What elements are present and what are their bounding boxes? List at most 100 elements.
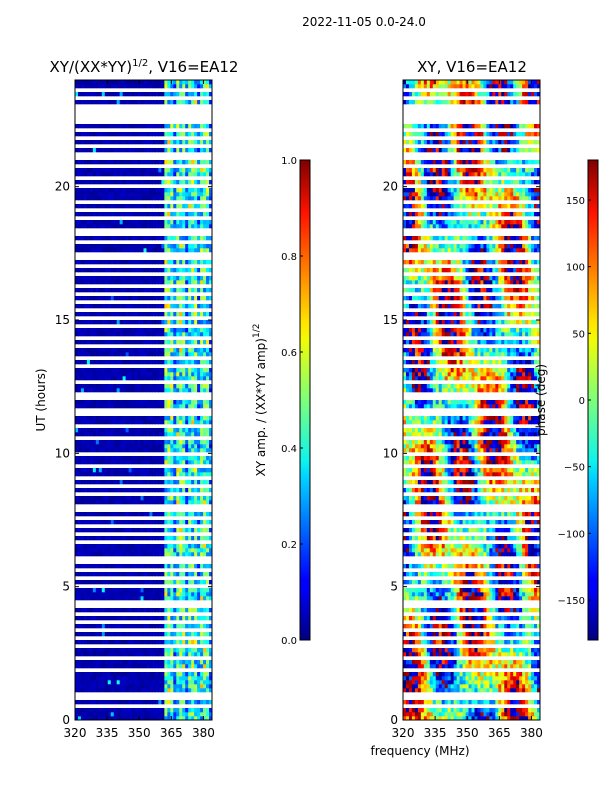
amplitude-cell [188,160,192,165]
amplitude-cell [119,188,124,193]
amplitude-cell [143,388,148,393]
amplitude-cell [119,432,124,437]
amplitude-cell [137,244,142,249]
phase-cell [537,716,540,720]
amplitude-cell [131,84,136,89]
amplitude-cell [185,580,189,585]
amplitude-cell [209,640,212,645]
amplitude-cell [152,192,157,197]
amplitude-cell [140,700,145,705]
amplitude-cell [203,348,207,353]
phase-cell [525,660,529,665]
phase-cell [510,652,514,657]
amplitude-cell [128,544,133,549]
phase-cell [423,648,428,653]
amplitude-cell [101,220,106,225]
amplitude-cell [140,456,145,461]
phase-cell [426,700,431,705]
phase-cell [414,632,419,637]
phase-cell [453,708,458,713]
amplitude-cell [83,700,88,705]
amplitude-cell [110,204,115,209]
amplitude-cell [95,652,100,657]
phase-cell [435,632,440,637]
amplitude-cell [176,440,180,445]
amplitude-cell [128,528,133,533]
amplitude-cell [194,400,198,405]
amplitude-cell [146,340,151,345]
amplitude-cell [161,220,165,225]
amplitude-cell [173,404,177,409]
amplitude-cell [116,196,121,201]
amplitude-cell [86,92,91,97]
amplitude-cell [206,288,210,293]
amplitude-cell [155,664,159,669]
amplitude-cell [80,564,85,569]
amplitude-cell [75,596,79,601]
phase-cell [444,616,449,621]
amplitude-cell [146,716,151,720]
amplitude-cell [194,448,198,453]
amplitude-cell [143,500,148,505]
phase-cell [495,680,499,685]
amplitude-cell [143,572,148,577]
amplitude-cell [104,448,109,453]
amplitude-cell [194,640,198,645]
amplitude-cell [203,180,207,185]
amplitude-cell [188,428,192,433]
amplitude-cell [137,680,142,685]
amplitude-cell [191,652,195,657]
amplitude-cell [110,496,115,501]
amplitude-cell [167,296,171,301]
amplitude-cell [92,416,97,421]
amplitude-cell [89,680,94,685]
phase-cell [510,688,514,693]
amplitude-cell [203,552,207,557]
amplitude-cell [173,180,177,185]
phase-cell [531,624,535,629]
amplitude-cell [89,248,94,253]
amplitude-cell [80,688,85,693]
amplitude-cell [77,468,82,473]
amplitude-cell [89,92,94,97]
phase-cell [522,676,526,681]
amplitude-cell [83,328,88,333]
amplitude-cell [113,564,118,569]
amplitude-cell [101,456,106,461]
amplitude-cell [191,456,195,461]
amplitude-cell [155,580,159,585]
amplitude-cell [173,236,177,241]
amplitude-cell [152,448,157,453]
amplitude-cell [152,312,157,317]
amplitude-cell [125,520,130,525]
amplitude-cell [122,672,127,677]
amplitude-cell [128,648,133,653]
amplitude-cell [173,212,177,217]
amplitude-cell [185,428,189,433]
amplitude-cell [209,520,212,525]
amplitude-cell [203,276,207,281]
amplitude-cell [98,192,103,197]
phase-cell [423,680,428,685]
amplitude-cell [125,160,130,165]
amplitude-cell [116,328,121,333]
amplitude-cell [155,384,159,389]
amplitude-cell [119,332,124,337]
amplitude-cell [77,480,82,485]
phase-cell [513,624,517,629]
amplitude-cell [110,544,115,549]
amplitude-cell [77,320,82,325]
amplitude-cell [134,708,139,713]
amplitude-cell [191,404,195,409]
amplitude-cell [89,212,94,217]
amplitude-cell [191,432,195,437]
amplitude-cell [167,528,171,533]
phase-cell [408,708,413,713]
amplitude-cell [155,640,159,645]
amplitude-cell [125,260,130,265]
amplitude-cell [131,456,136,461]
amplitude-cell [77,488,82,493]
amplitude-cell [161,608,165,613]
phase-cell [507,716,511,720]
amplitude-cell [194,328,198,333]
